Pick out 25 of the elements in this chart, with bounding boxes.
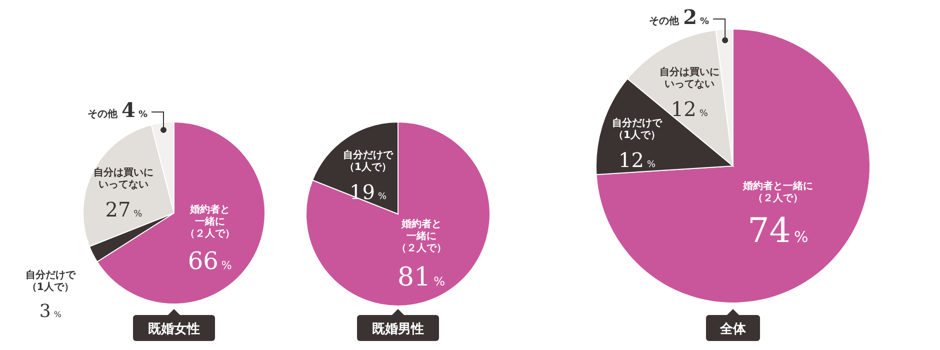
- pie-slice: [596, 28, 870, 304]
- text: 全体: [719, 322, 747, 337]
- slice-label: 自分だけで（1人で）: [25, 268, 76, 293]
- data-label: 19%: [350, 180, 387, 204]
- data-label: 2%: [683, 5, 710, 29]
- data-label: 4%: [122, 98, 148, 122]
- slice-label: 自分だけで（1人で）: [612, 117, 664, 142]
- slice-label: 自分は買いにいってない: [94, 166, 154, 190]
- slice-label: 自分だけで（1人で）: [343, 148, 394, 173]
- slice-label: その他: [88, 108, 119, 120]
- data-label: 81%: [398, 262, 446, 292]
- slice-label: 自分は買いにいってない: [659, 66, 720, 90]
- slice-label: 婚約者と一緒に（２人で）: [184, 204, 235, 240]
- data-label: 27%: [105, 197, 143, 222]
- data-label: 12%: [618, 148, 656, 172]
- slice-label: 婚約者と一緒に（２人で）: [396, 218, 446, 254]
- slice-label: その他: [649, 15, 680, 27]
- data-label: 66%: [188, 247, 232, 276]
- data-label: 3%: [39, 301, 62, 322]
- data-label: 74%: [748, 211, 808, 252]
- text: 既婚男性: [372, 322, 424, 337]
- slice-label: 婚約者と一緒に（２人で）: [742, 180, 813, 204]
- pie-slice: [306, 122, 490, 306]
- data-label: 12%: [670, 96, 708, 121]
- text: 既婚女性: [148, 322, 200, 337]
